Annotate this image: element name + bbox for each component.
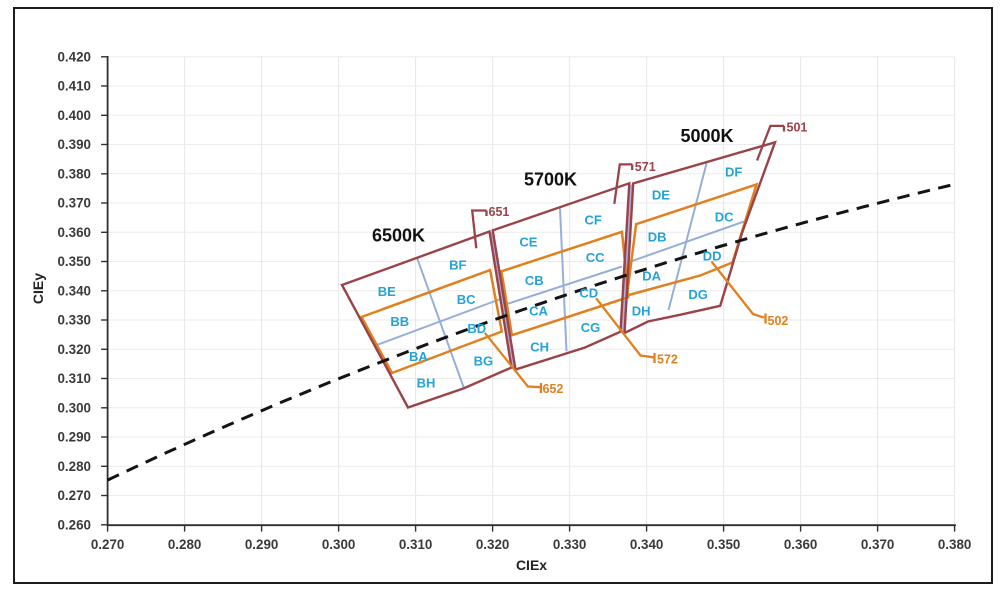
svg-text:502: 502 — [768, 314, 789, 328]
svg-text:CH: CH — [530, 339, 549, 354]
svg-text:0.280: 0.280 — [168, 537, 202, 552]
svg-text:CG: CG — [581, 320, 601, 335]
svg-text:DD: DD — [703, 248, 722, 263]
svg-text:0.320: 0.320 — [57, 342, 91, 357]
svg-text:0.270: 0.270 — [57, 488, 91, 503]
svg-text:0.360: 0.360 — [57, 225, 91, 240]
svg-text:0.300: 0.300 — [57, 401, 91, 416]
svg-text:5700K: 5700K — [524, 169, 577, 189]
svg-text:BC: BC — [457, 292, 476, 307]
svg-text:0.330: 0.330 — [57, 313, 91, 328]
svg-text:DF: DF — [725, 165, 742, 180]
svg-text:0.350: 0.350 — [707, 537, 741, 552]
svg-text:DH: DH — [632, 304, 651, 319]
svg-text:0.260: 0.260 — [57, 518, 91, 533]
svg-text:0.420: 0.420 — [57, 50, 91, 65]
svg-text:0.360: 0.360 — [784, 537, 818, 552]
svg-text:BA: BA — [409, 349, 428, 364]
svg-text:0.410: 0.410 — [57, 79, 91, 94]
svg-text:BF: BF — [449, 258, 466, 273]
svg-text:652: 652 — [543, 382, 564, 396]
svg-text:CB: CB — [525, 273, 544, 288]
svg-text:0.340: 0.340 — [57, 284, 91, 299]
svg-text:DA: DA — [642, 268, 661, 283]
svg-text:CIEx: CIEx — [516, 557, 547, 573]
svg-text:0.400: 0.400 — [57, 108, 91, 123]
svg-text:CA: CA — [529, 303, 548, 318]
svg-text:DC: DC — [715, 210, 734, 225]
svg-text:DB: DB — [648, 229, 667, 244]
svg-text:0.270: 0.270 — [91, 537, 125, 552]
svg-text:CF: CF — [585, 212, 602, 227]
svg-text:0.380: 0.380 — [938, 537, 972, 552]
svg-text:0.280: 0.280 — [57, 459, 91, 474]
svg-text:0.290: 0.290 — [57, 430, 91, 445]
svg-text:0.370: 0.370 — [57, 196, 91, 211]
svg-text:571: 571 — [635, 160, 656, 174]
svg-text:0.340: 0.340 — [630, 537, 664, 552]
svg-text:572: 572 — [657, 352, 678, 366]
svg-text:0.310: 0.310 — [57, 371, 91, 386]
svg-text:BD: BD — [467, 321, 486, 336]
svg-text:0.300: 0.300 — [322, 537, 356, 552]
svg-text:0.290: 0.290 — [245, 537, 279, 552]
svg-text:0.390: 0.390 — [57, 137, 91, 152]
svg-text:DE: DE — [652, 187, 670, 202]
svg-text:BE: BE — [378, 284, 396, 299]
svg-text:501: 501 — [787, 121, 808, 135]
svg-text:6500K: 6500K — [372, 225, 425, 245]
svg-text:651: 651 — [489, 205, 510, 219]
svg-text:0.370: 0.370 — [861, 537, 895, 552]
svg-text:CC: CC — [586, 250, 605, 265]
svg-text:0.380: 0.380 — [57, 167, 91, 182]
svg-text:0.310: 0.310 — [399, 537, 433, 552]
svg-text:5000K: 5000K — [681, 126, 734, 146]
svg-text:CD: CD — [579, 285, 598, 300]
svg-text:BG: BG — [474, 354, 494, 369]
svg-text:DG: DG — [688, 287, 708, 302]
svg-text:CIEy: CIEy — [30, 273, 46, 304]
svg-text:BH: BH — [417, 376, 436, 391]
svg-text:0.350: 0.350 — [57, 254, 91, 269]
svg-text:BB: BB — [390, 314, 409, 329]
svg-text:CE: CE — [519, 235, 537, 250]
svg-text:0.330: 0.330 — [553, 537, 587, 552]
svg-text:0.320: 0.320 — [476, 537, 510, 552]
